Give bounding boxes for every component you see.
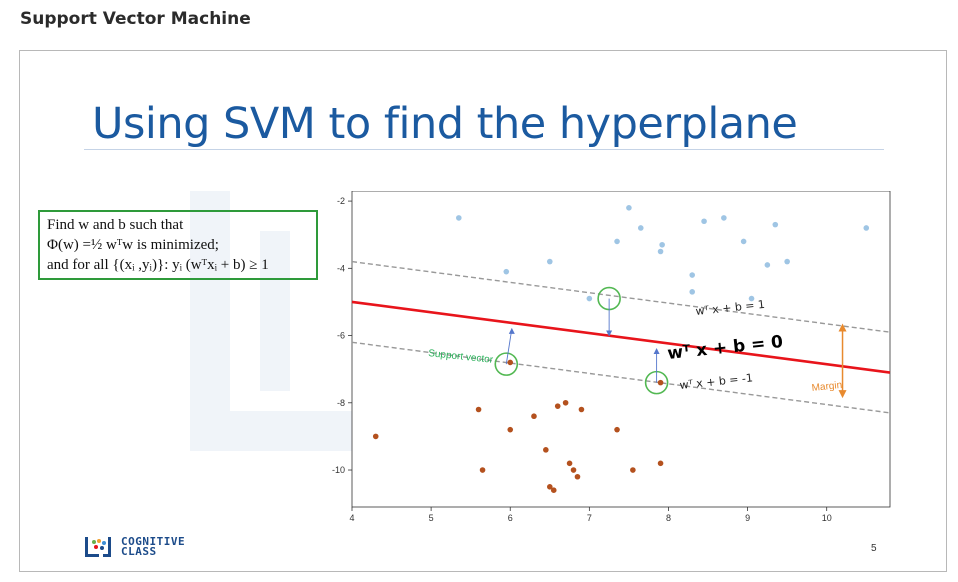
formula-line-2: Φ(w) =½ wᵀw is minimized;	[47, 237, 219, 253]
data-point-positive	[657, 248, 664, 255]
slide-number: 5	[871, 543, 877, 554]
data-point-positive	[721, 215, 727, 221]
x-tick-label: 5	[429, 513, 434, 523]
data-point-positive	[614, 238, 620, 245]
data-point-positive	[503, 268, 510, 275]
data-point-negative	[566, 460, 573, 467]
data-point-positive	[456, 215, 462, 221]
data-point-positive	[701, 218, 707, 225]
hyperplane-line	[351, 300, 891, 374]
data-point-positive	[784, 258, 790, 265]
data-point-negative	[507, 426, 514, 433]
data-point-positive	[764, 262, 771, 268]
cognitive-class-logo: COGNITIVE CLASS	[84, 536, 185, 558]
x-tick-label: 10	[822, 513, 832, 523]
x-tick-label: 7	[587, 513, 592, 523]
data-point-positive	[659, 241, 665, 248]
data-point-negative	[630, 467, 636, 473]
title-divider	[84, 149, 884, 150]
data-point-negative	[475, 406, 482, 413]
data-point-positive	[546, 258, 553, 265]
data-point-negative	[372, 433, 379, 440]
svm-chart: 4 5 6 7 8 9 10-2-4-6-8-10 wᵀ x + b = 0 wᵀ x + …	[332, 191, 891, 523]
y-tick-label: -8	[337, 398, 345, 408]
margin-label: Margin	[811, 380, 843, 394]
distance-arrow-head	[606, 330, 613, 337]
margin-line	[351, 260, 891, 333]
distance-arrow-head	[508, 327, 515, 334]
formula-box: Find w and b such that Φ(w) =½ wᵀw is mi…	[38, 210, 318, 280]
data-point-negative	[657, 460, 664, 467]
data-point-negative	[562, 399, 569, 406]
margin-arrow-head-up	[838, 323, 847, 332]
data-point-negative	[570, 467, 577, 473]
data-point-positive	[637, 225, 644, 231]
data-point-positive	[626, 205, 632, 211]
data-point-negative	[546, 484, 553, 490]
margin-line	[351, 341, 891, 414]
plot-area	[351, 191, 891, 508]
slide: Using SVM to find the hyperplane Find w …	[19, 50, 947, 572]
x-tick-label: 9	[745, 513, 750, 523]
data-point-negative	[550, 487, 557, 493]
data-point-negative	[554, 403, 561, 409]
slide-title: Using SVM to find the hyperplane	[92, 99, 798, 149]
data-point-positive	[740, 238, 747, 245]
x-tick-label: 8	[666, 513, 671, 523]
x-tick-label: 6	[508, 513, 513, 523]
data-point-positive	[689, 289, 696, 295]
x-tick-label: 4	[349, 513, 354, 523]
logo-text-class: CLASS	[121, 545, 157, 558]
data-point-positive	[863, 225, 870, 231]
data-point-positive	[586, 295, 593, 302]
distance-arrow-head	[653, 348, 660, 354]
support-vector-circle	[494, 352, 519, 376]
data-point-negative	[574, 473, 581, 480]
data-point-negative	[479, 467, 486, 473]
logo-icon	[85, 537, 111, 557]
data-point-positive	[748, 295, 755, 302]
formula-line-3: and for all {(xᵢ ,yᵢ)}: yᵢ (wᵀxᵢ + b) ≥ …	[47, 257, 269, 273]
y-tick-label: -4	[337, 263, 345, 273]
data-point-negative	[614, 426, 620, 433]
data-point-negative	[543, 447, 549, 453]
y-tick-label: -10	[332, 465, 345, 475]
page-heading: Support Vector Machine	[20, 9, 251, 29]
distance-arrow	[505, 328, 513, 365]
data-point-negative	[531, 413, 537, 420]
data-point-negative	[507, 359, 514, 366]
data-point-negative	[657, 379, 664, 386]
data-point-positive	[689, 272, 696, 278]
data-point-negative	[578, 406, 585, 413]
formula-line-1: Find w and b such that	[47, 217, 184, 233]
data-point-positive	[772, 221, 779, 228]
logo-text-cognitive: COGNITIVE	[121, 535, 186, 548]
margin-arrow-head-down	[838, 390, 847, 399]
y-tick-label: -6	[337, 331, 345, 341]
y-tick-label: -2	[337, 196, 345, 206]
